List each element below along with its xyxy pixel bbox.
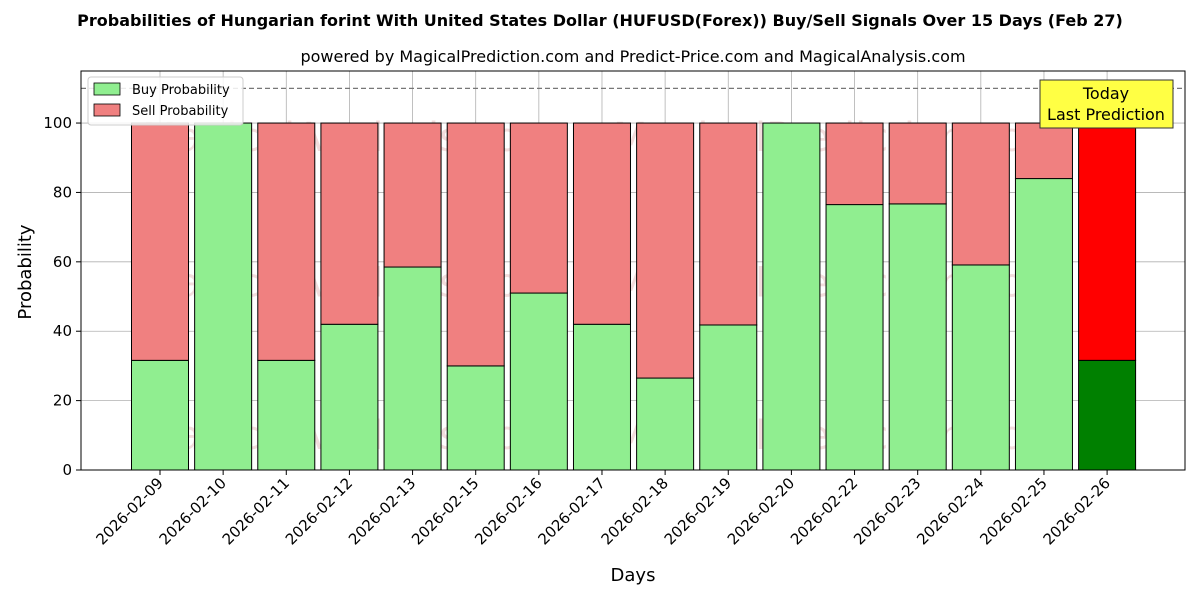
bar-buy — [699, 324, 758, 471]
chart-subtitle: powered by MagicalPrediction.com and Pre… — [300, 47, 965, 66]
y-tick-label: 100 — [43, 114, 72, 132]
bar-buy — [257, 359, 316, 471]
today-annotation-box — [1039, 79, 1174, 129]
bar-sell — [257, 122, 316, 361]
bar-buy — [572, 323, 631, 471]
legend-box — [87, 76, 244, 126]
bar-buy — [320, 323, 379, 471]
bar-sell — [951, 122, 1010, 266]
bar-sell — [446, 122, 505, 367]
bar-buy — [951, 264, 1010, 471]
chart-title: Probabilities of Hungarian forint With U… — [77, 11, 1123, 30]
y-tick-label: 60 — [53, 253, 72, 271]
y-tick-label: 40 — [53, 322, 72, 340]
bar-sell — [825, 122, 884, 206]
bar-sell — [636, 122, 695, 379]
bar-buy — [446, 365, 505, 471]
legend: Buy Probability Sell Probability — [87, 76, 244, 126]
today-annotation: Today Last Prediction — [1039, 79, 1174, 129]
legend-label-sell: Sell Probability — [132, 104, 229, 119]
bar-sell — [320, 122, 379, 325]
today-annotation-line1: Today — [1082, 84, 1129, 103]
bar-sell — [383, 122, 442, 268]
y-axis-label: Probability — [15, 224, 36, 319]
x-axis-label: Days — [611, 565, 656, 586]
y-tick-label: 0 — [62, 461, 72, 479]
legend-label-buy: Buy Probability — [132, 83, 230, 98]
bar-buy — [1014, 178, 1073, 471]
bar-buy — [636, 377, 695, 471]
y-tick-label: 20 — [53, 392, 72, 410]
bar-sell — [131, 122, 189, 361]
legend-swatch-sell — [93, 103, 121, 117]
bar-sell — [1014, 122, 1073, 180]
bar-buy — [383, 266, 442, 471]
bar-buy — [194, 122, 253, 471]
plot-frame — [80, 70, 1186, 471]
bar-sell — [888, 122, 947, 205]
bar-sell — [572, 122, 631, 325]
bar-buy — [1078, 359, 1137, 471]
bar-buy — [825, 204, 884, 471]
plot-area: MagicalAnalysis.comMagicalPrediction.com… — [43, 70, 1186, 548]
bar-sell — [1078, 122, 1137, 361]
bar-sell — [509, 122, 568, 294]
legend-swatch-buy — [93, 82, 121, 96]
bar-buy — [131, 359, 189, 471]
bar-buy — [762, 122, 821, 471]
today-annotation-line2: Last Prediction — [1047, 105, 1165, 124]
bar-buy — [509, 292, 568, 471]
bar-sell — [699, 122, 758, 326]
bar-buy — [888, 203, 947, 471]
y-tick-label: 80 — [53, 183, 72, 201]
